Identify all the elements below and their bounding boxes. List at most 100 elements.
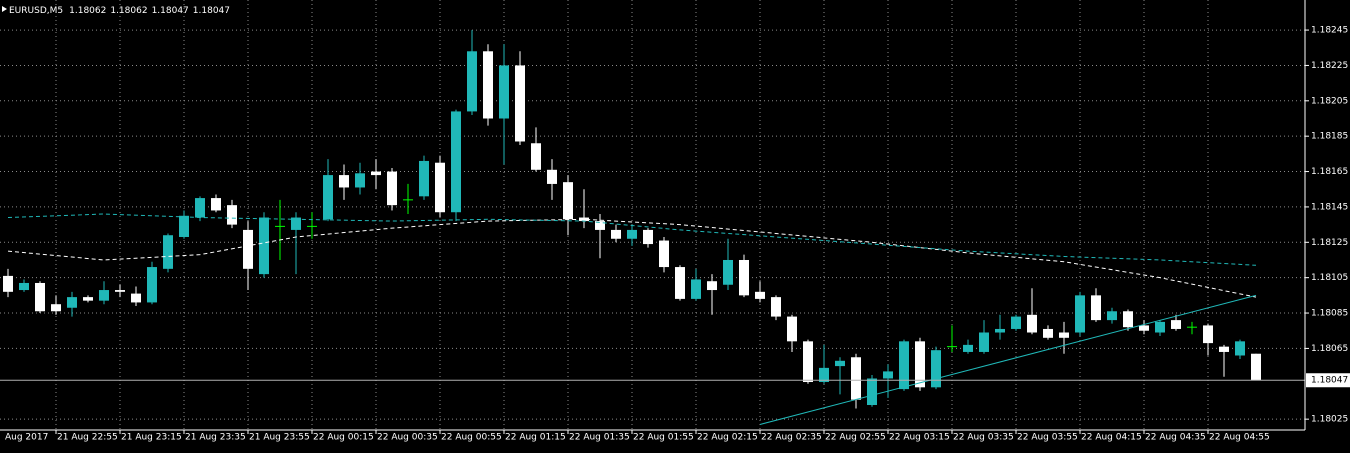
candle-body [387, 171, 397, 206]
candle-body [1171, 320, 1181, 329]
price-label: 1.18047 [1311, 376, 1348, 386]
candle-body [1251, 353, 1261, 381]
candle-body [355, 173, 365, 188]
title: EURUSD,M5 [9, 6, 63, 16]
x-tick-label: 22 Aug 03:35 [953, 433, 1014, 443]
candle-body [99, 290, 109, 301]
y-tick-label: 1.18225 [1311, 61, 1348, 71]
candle-body [1155, 321, 1165, 333]
candle-body [227, 205, 237, 225]
candle-body [851, 357, 861, 400]
x-tick-label: 22 Aug 04:55 [1209, 433, 1270, 443]
x-tick-label: 22 Aug 01:15 [505, 433, 566, 443]
candle-body [371, 171, 381, 176]
indicator-line [759, 294, 1257, 425]
x-tick-label: 22 Aug 03:15 [889, 433, 950, 443]
x-tick-label: 22 Aug 00:15 [313, 433, 374, 443]
candle-body [563, 182, 573, 220]
candle-body [67, 297, 77, 308]
candle-body [323, 175, 333, 220]
candle-body [419, 160, 429, 197]
candle-body [691, 279, 701, 299]
x-tick-label: 22 Aug 00:35 [377, 433, 438, 443]
x-tick-label: 21 Aug 22:55 [57, 433, 118, 443]
candle-body [755, 291, 765, 299]
y-tick-label: 1.18105 [1311, 273, 1348, 283]
candle-body [723, 259, 733, 285]
header-low: 1.18047 [152, 6, 189, 16]
symbol-title: EURUSD,M5 1.18062 1.18062 1.18047 1.18047 [9, 6, 230, 16]
candle-body [659, 240, 669, 268]
candle-body [467, 51, 477, 112]
candle-body [611, 229, 621, 239]
x-tick-label: 22 Aug 03:55 [1017, 433, 1078, 443]
candle-body [1043, 328, 1053, 338]
x-tick-label: 22 Aug 04:35 [1145, 433, 1206, 443]
candle-body [451, 111, 461, 213]
candle-body [643, 229, 653, 245]
candle-body [515, 65, 525, 142]
x-tick-label: 22 Aug 01:55 [633, 433, 694, 443]
axes: 1.18245 1.18225 1.18205 1.18185 1.18165 1.181… [5, 26, 1350, 443]
candle-body [787, 316, 797, 342]
candle-body [803, 341, 813, 383]
candle-body [579, 217, 589, 222]
candle-body [627, 229, 637, 239]
candle-body [115, 290, 125, 292]
x-tick-label: 22 Aug 02:15 [697, 433, 758, 443]
candle-body [595, 221, 605, 230]
header-close: 1.18047 [193, 6, 230, 16]
candle-body [547, 169, 557, 184]
y-tick-label: 1.18125 [1311, 238, 1348, 248]
candle-body [771, 297, 781, 317]
candle-body [835, 360, 845, 367]
candle-body [131, 293, 141, 303]
candle-body [51, 304, 61, 312]
x-edge-label: Aug 2017 [5, 433, 48, 443]
indicator-line [7, 218, 1257, 298]
y-tick-label: 1.18185 [1311, 132, 1348, 142]
candle-body [531, 143, 541, 170]
candle-body [83, 297, 93, 301]
x-tick-label: 22 Aug 00:55 [441, 433, 502, 443]
candle-body [35, 282, 45, 312]
y-tick-label: 1.18165 [1311, 167, 1348, 177]
candle-body [483, 51, 493, 119]
candle-body [195, 198, 205, 218]
candle-body [1075, 295, 1085, 333]
x-tick-label: 21 Aug 23:55 [249, 433, 310, 443]
y-tick-label: 1.18085 [1311, 309, 1348, 319]
candle-body [1139, 325, 1149, 331]
x-tick-label: 22 Aug 01:35 [569, 433, 630, 443]
candle-body [1059, 332, 1069, 338]
candle-body [179, 215, 189, 237]
x-tick-label: 21 Aug 23:15 [121, 433, 182, 443]
x-tick-label: 22 Aug 02:55 [825, 433, 886, 443]
candle-body [931, 350, 941, 388]
candle-body [675, 267, 685, 299]
candle-body [3, 275, 13, 292]
candle-body [867, 378, 877, 406]
header-high: 1.18062 [110, 6, 147, 16]
y-tick-label: 1.18245 [1311, 26, 1348, 36]
candle-body [707, 281, 717, 291]
x-tick-label: 22 Aug 02:35 [761, 433, 822, 443]
candle-body [211, 198, 221, 211]
y-tick-label: 1.18205 [1311, 96, 1348, 106]
indicator-line [7, 213, 1257, 266]
candle-body [147, 267, 157, 303]
x-tick-label: 22 Aug 04:15 [1081, 433, 1142, 443]
candle-body [1011, 316, 1021, 329]
y-tick-label: 1.18145 [1311, 202, 1348, 212]
header-icon [2, 6, 7, 12]
candle-body [499, 65, 509, 119]
candle-body [1203, 325, 1213, 344]
candle-body [739, 259, 749, 296]
y-tick-label: 1.18025 [1311, 415, 1348, 425]
candle-body [1027, 314, 1037, 333]
candle-body [915, 341, 925, 388]
candle-body [19, 282, 29, 291]
y-tick-label: 1.18065 [1311, 344, 1348, 354]
